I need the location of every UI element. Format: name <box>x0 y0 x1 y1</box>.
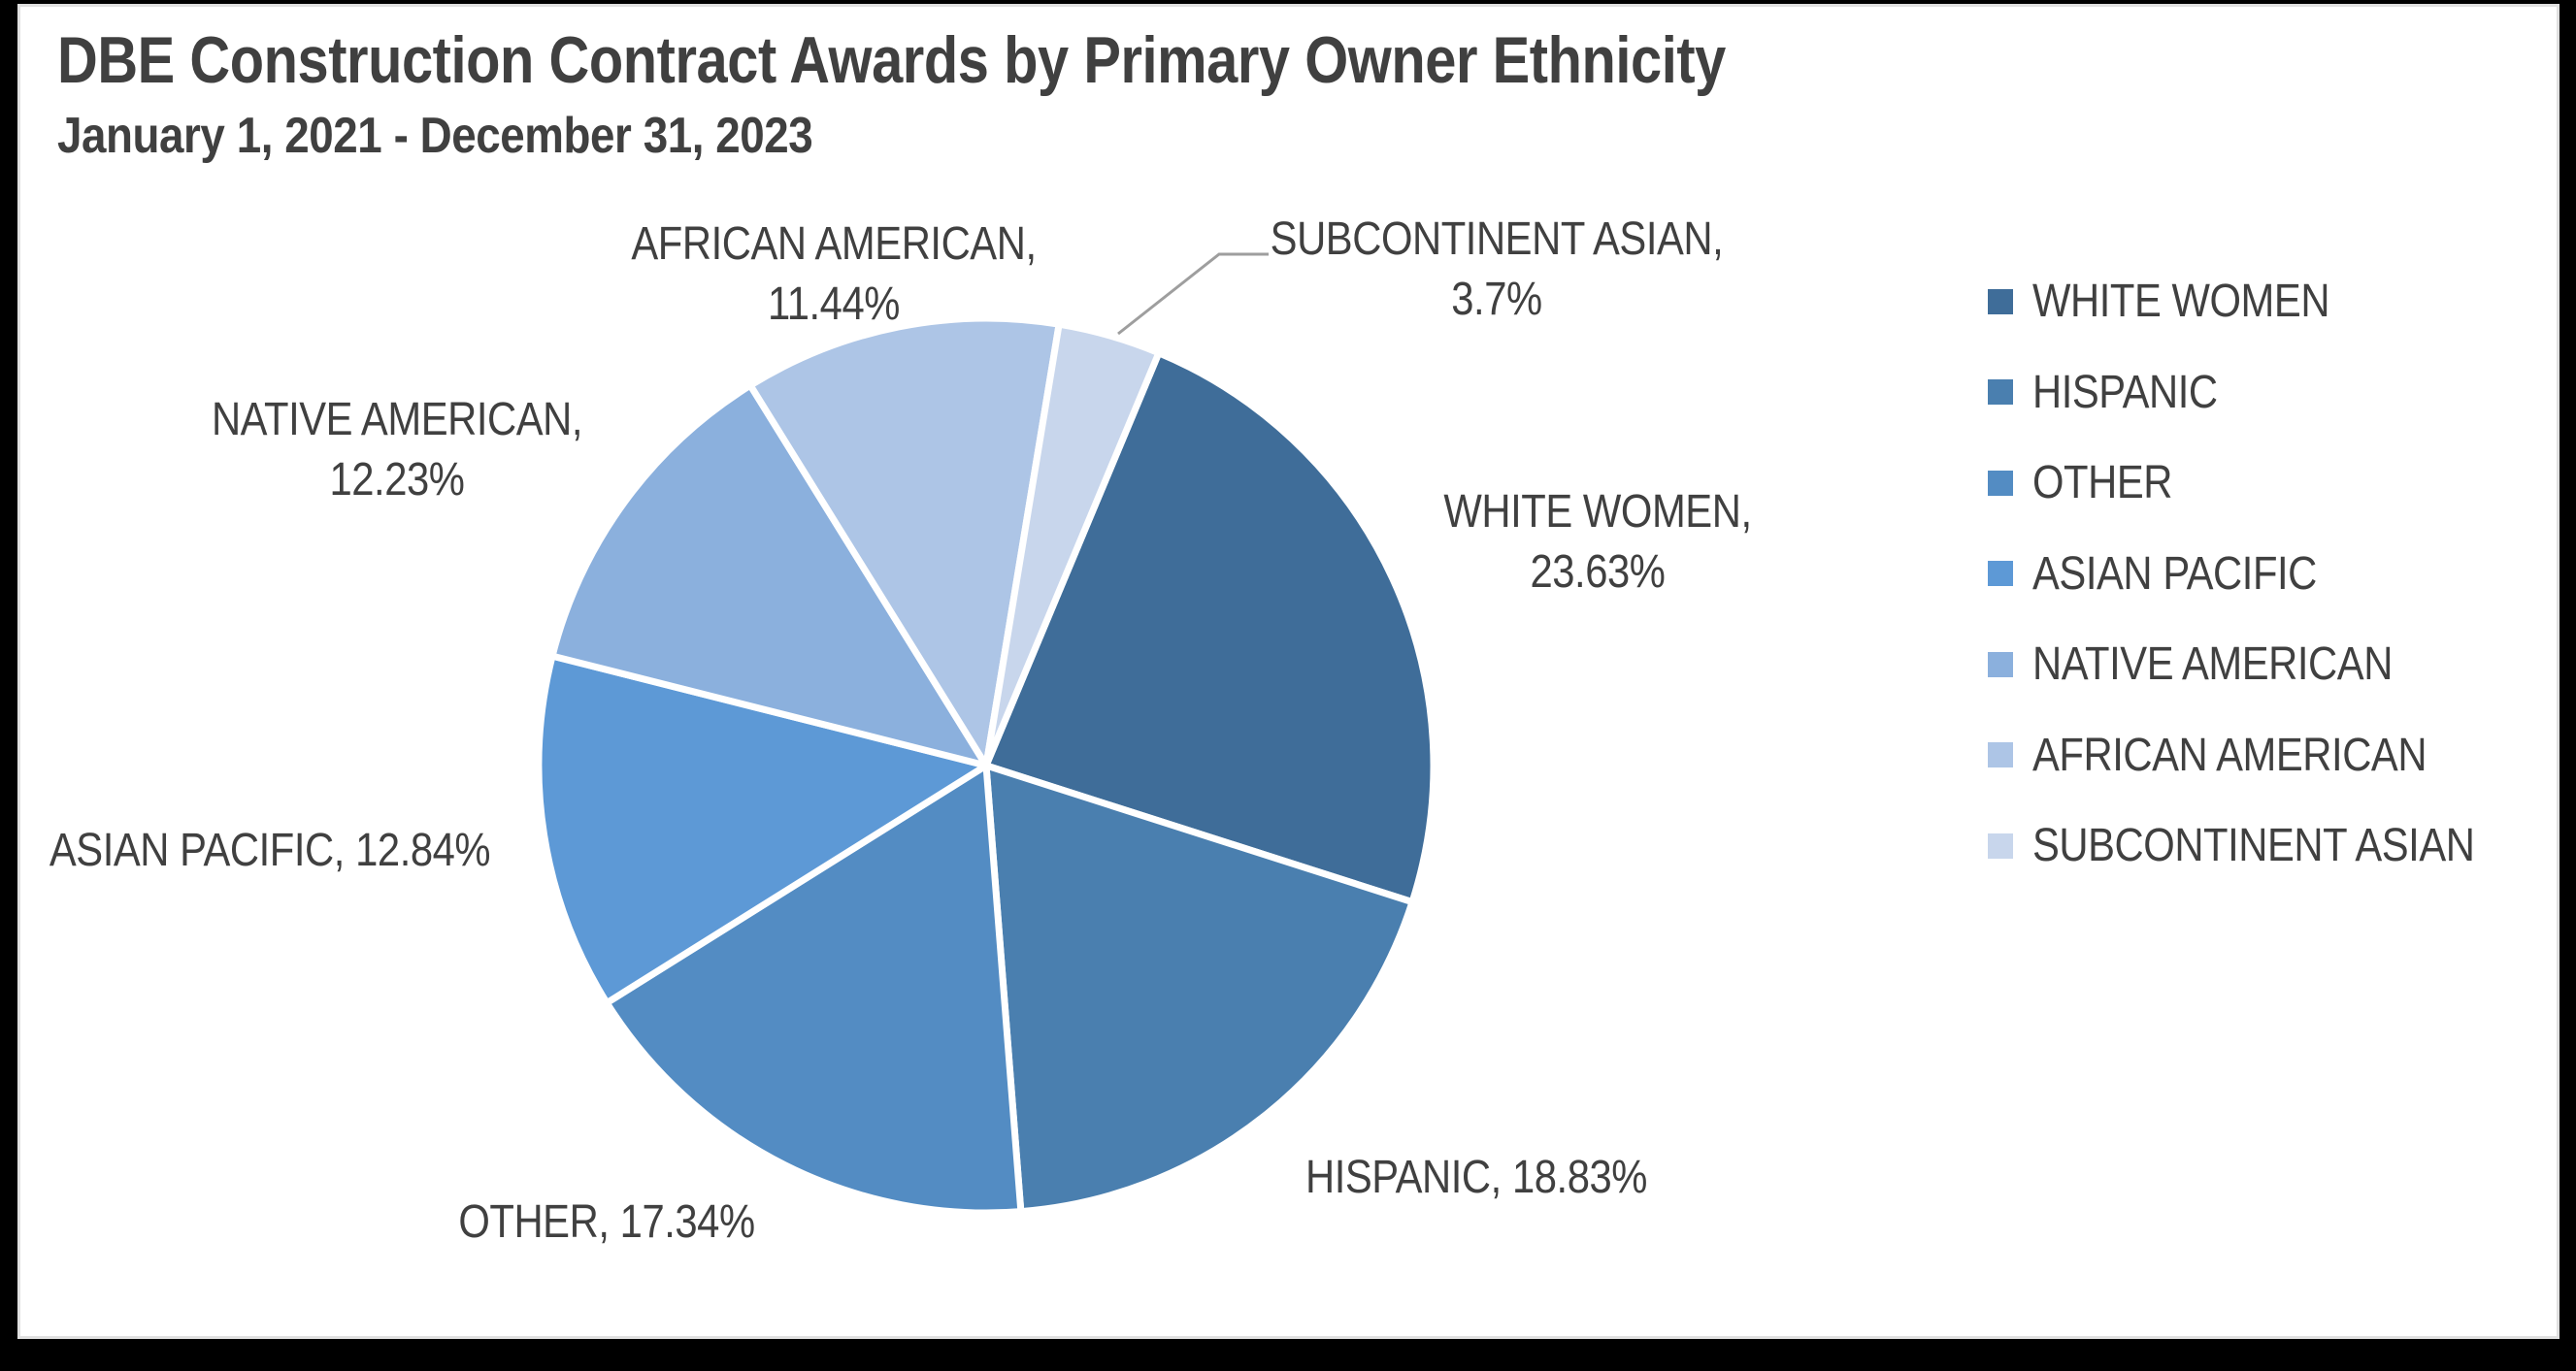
pie-slice-asian-pacific[interactable] <box>535 652 990 1007</box>
chart-subtitle: January 1, 2021 - December 31, 2023 <box>57 108 813 164</box>
legend-label: HISPANIC <box>2032 366 2218 418</box>
legend-swatch-icon <box>1988 561 2013 587</box>
pie-data-label: OTHER, 17.34% <box>458 1192 755 1253</box>
legend-swatch-icon <box>1988 832 2013 859</box>
pie-data-label-line: 23.63% <box>1530 546 1666 598</box>
legend-label: ASIAN PACIFIC <box>2032 547 2317 600</box>
pie-slice-african-american[interactable] <box>746 314 1063 769</box>
pie-slice-other[interactable] <box>603 762 1025 1217</box>
legend-item-white-women[interactable]: WHITE WOMEN <box>1988 256 2541 347</box>
legend-item-asian-pacific[interactable]: ASIAN PACIFIC <box>1988 529 2541 620</box>
pie-data-label: HISPANIC, 18.83% <box>1305 1148 1647 1208</box>
pie-data-label-line: AFRICAN AMERICAN, <box>631 218 1037 270</box>
legend-swatch-icon <box>1988 288 2013 314</box>
legend-swatch-icon <box>1988 379 2013 406</box>
legend-item-native-american[interactable]: NATIVE AMERICAN <box>1988 619 2541 710</box>
chart-canvas: DBE Construction Contract Awards by Prim… <box>17 4 2559 1339</box>
chart-title: DBE Construction Contract Awards by Prim… <box>57 23 1726 97</box>
legend-swatch-icon <box>1988 742 2013 768</box>
legend: WHITE WOMEN HISPANIC OTHER ASIAN PACIFIC NAT… <box>1988 256 2541 892</box>
legend-swatch-icon <box>1988 470 2013 496</box>
pie-chart[interactable] <box>20 7 2557 1336</box>
pie-data-label: NATIVE AMERICAN, 12.23% <box>211 390 583 510</box>
legend-item-other[interactable]: OTHER <box>1988 438 2541 529</box>
pie-data-label-line: NATIVE AMERICAN, <box>211 394 583 445</box>
pie-data-label-line: SUBCONTINENT ASIAN, <box>1270 213 1724 265</box>
pie-data-label: ASIAN PACIFIC, 12.84% <box>49 821 491 881</box>
pie-data-label-line: HISPANIC, 18.83% <box>1305 1152 1648 1203</box>
legend-swatch-icon <box>1988 651 2013 677</box>
pie-slice-subcontinent-asian[interactable] <box>982 320 1163 769</box>
legend-item-subcontinent-asian[interactable]: SUBCONTINENT ASIAN <box>1988 800 2541 892</box>
legend-item-african-american[interactable]: AFRICAN AMERICAN <box>1988 710 2541 801</box>
pie-data-label-line: WHITE WOMEN, <box>1443 486 1752 538</box>
legend-label: SUBCONTINENT ASIAN <box>2032 820 2475 872</box>
legend-label: WHITE WOMEN <box>2032 276 2330 328</box>
pie-slice-native-american[interactable] <box>548 381 990 769</box>
pie-data-label: WHITE WOMEN, 23.63% <box>1443 482 1752 603</box>
legend-label: NATIVE AMERICAN <box>2032 638 2393 691</box>
pie-data-label: SUBCONTINENT ASIAN, 3.7% <box>1271 210 1724 330</box>
legend-label: AFRICAN AMERICAN <box>2032 729 2427 781</box>
pie-data-label-line: OTHER, 17.34% <box>458 1196 755 1248</box>
pie-data-label: AFRICAN AMERICAN, 11.44% <box>631 214 1037 335</box>
pie-data-label-line: ASIAN PACIFIC, 12.84% <box>49 825 491 876</box>
legend-label: OTHER <box>2032 457 2172 509</box>
pie-data-label-line: 3.7% <box>1451 274 1542 325</box>
leader-line <box>1117 252 1269 336</box>
pie-slice-white-women[interactable] <box>982 349 1437 906</box>
pie-data-label-line: 11.44% <box>768 278 900 330</box>
pie-slice-hispanic[interactable] <box>982 762 1416 1216</box>
pie-data-label-line: 12.23% <box>329 454 465 506</box>
legend-item-hispanic[interactable]: HISPANIC <box>1988 347 2541 439</box>
